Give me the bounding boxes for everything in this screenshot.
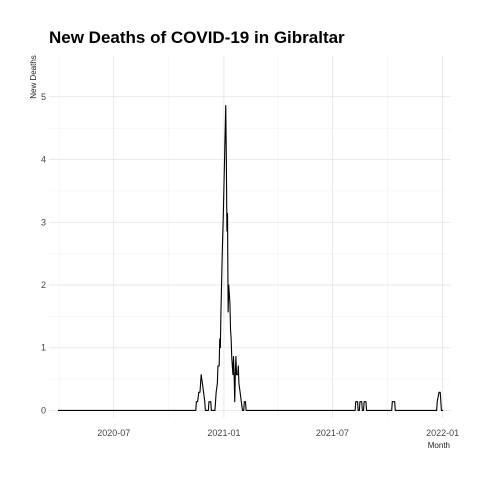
y-axis-label: New Deaths xyxy=(29,55,38,99)
y-tick-label: 4 xyxy=(41,155,46,165)
y-axis: 0 1 2 3 4 5 xyxy=(41,92,46,416)
grid xyxy=(49,56,451,418)
y-tick-label: 3 xyxy=(41,217,46,227)
series-line xyxy=(57,105,444,412)
x-axis: 2020-07 2021-01 2021-07 2022-01 xyxy=(97,428,459,438)
x-axis-label: Month xyxy=(428,441,450,450)
x-tick-label: 2020-07 xyxy=(97,428,130,438)
x-tick-label: 2021-01 xyxy=(207,428,240,438)
chart-title: New Deaths of COVID-19 in Gibraltar xyxy=(49,28,345,47)
x-tick-label: 2022-01 xyxy=(426,428,459,438)
x-tick-label: 2021-07 xyxy=(316,428,349,438)
y-tick-label: 2 xyxy=(41,280,46,290)
y-tick-label: 5 xyxy=(41,92,46,102)
y-tick-label: 1 xyxy=(41,343,46,353)
y-tick-label: 0 xyxy=(41,405,46,415)
